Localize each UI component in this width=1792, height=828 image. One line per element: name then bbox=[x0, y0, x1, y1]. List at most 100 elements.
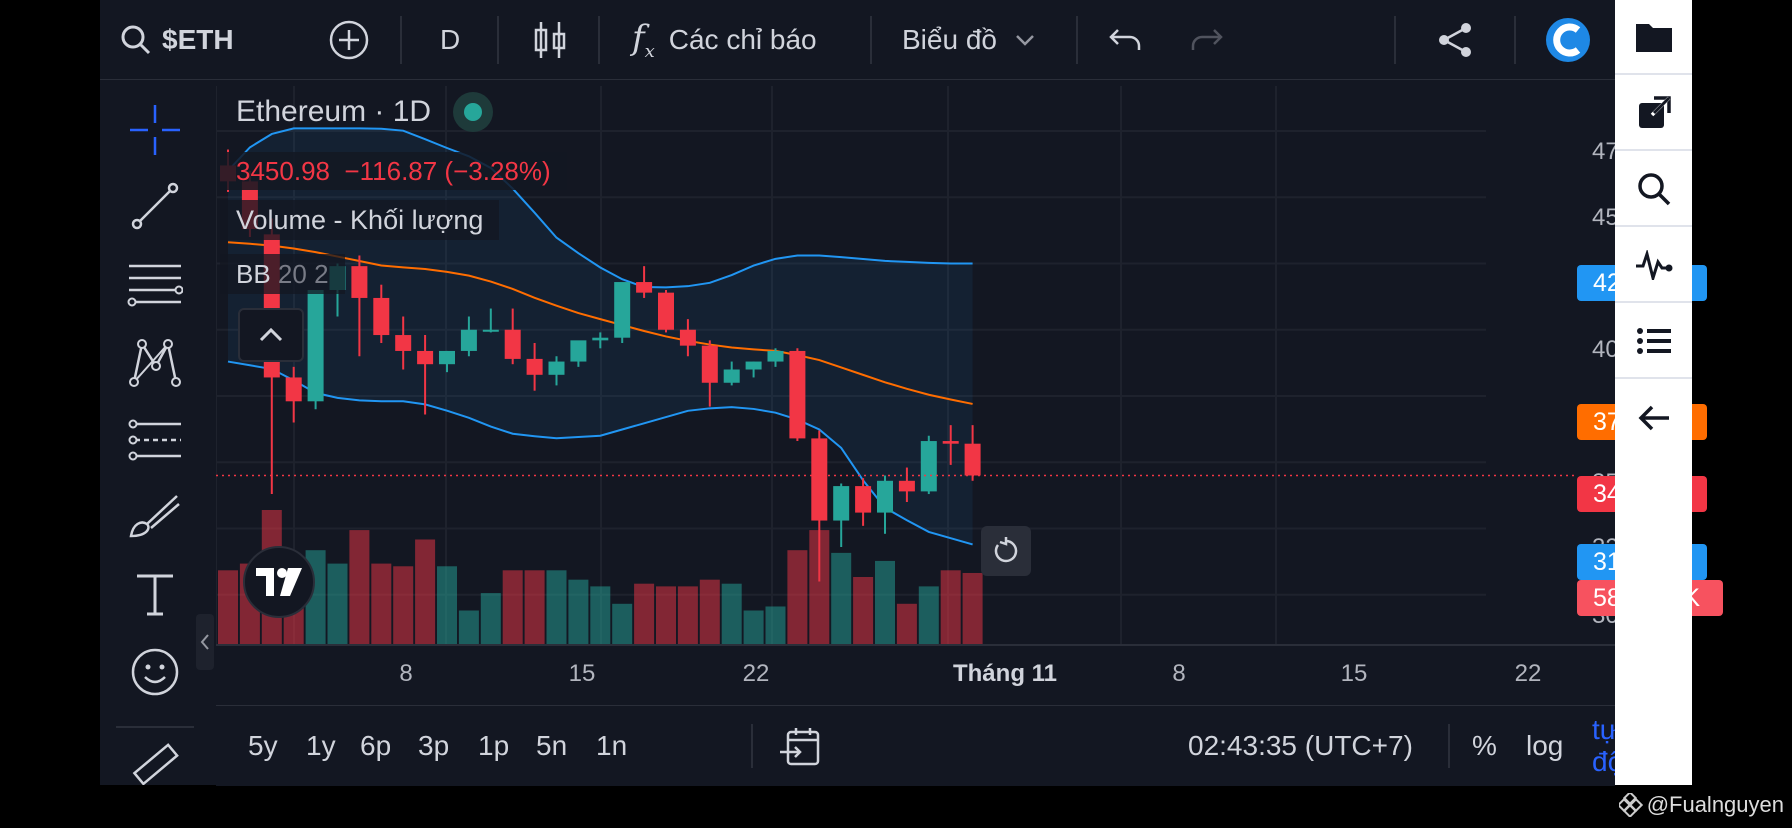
separator bbox=[497, 16, 499, 64]
volume-bar bbox=[218, 570, 238, 644]
candle-body bbox=[460, 329, 477, 351]
candle-body bbox=[964, 443, 981, 476]
separator bbox=[116, 726, 194, 728]
symbol-search[interactable]: $ETH bbox=[120, 0, 234, 80]
volume-bar bbox=[743, 610, 764, 644]
volume-bar bbox=[721, 583, 742, 644]
arrow-left-icon bbox=[1638, 405, 1669, 430]
drawing-toolbar bbox=[100, 80, 210, 785]
chevron-left-icon bbox=[200, 634, 209, 650]
reset-chart-button[interactable] bbox=[981, 526, 1031, 576]
range-5y-button[interactable]: 5y bbox=[248, 730, 278, 761]
chart-type-button[interactable] bbox=[532, 0, 568, 80]
range-1m-button[interactable]: 1p bbox=[478, 730, 510, 761]
pattern-icon bbox=[129, 339, 181, 387]
broker-logo[interactable] bbox=[1544, 0, 1592, 80]
search-button[interactable] bbox=[1615, 152, 1692, 227]
pattern-tool[interactable] bbox=[122, 332, 188, 392]
price-chart[interactable] bbox=[216, 86, 1615, 786]
separator bbox=[1076, 16, 1078, 64]
open-external-button[interactable] bbox=[1615, 76, 1692, 151]
crosshair-icon bbox=[130, 105, 180, 155]
volume-bar bbox=[546, 570, 567, 644]
share-button[interactable] bbox=[1436, 0, 1476, 80]
fib-channel-tool[interactable] bbox=[122, 254, 188, 314]
pulse-button[interactable] bbox=[1615, 228, 1692, 303]
collapse-legend-button[interactable] bbox=[238, 308, 304, 362]
candle-body bbox=[745, 361, 762, 370]
market-open-indicator[interactable] bbox=[453, 92, 494, 132]
legend-title[interactable]: Ethereum · 1D bbox=[236, 95, 432, 128]
volume-bar bbox=[940, 570, 961, 644]
candle-body bbox=[723, 369, 740, 383]
back-button[interactable] bbox=[1615, 380, 1692, 455]
status-dot bbox=[464, 103, 483, 121]
legend-bb-params: 20 2 bbox=[277, 259, 329, 289]
log-scale-button[interactable]: log bbox=[1526, 730, 1564, 761]
goto-date-button[interactable] bbox=[778, 706, 820, 786]
list-icon bbox=[1636, 327, 1671, 354]
chart-menu-button[interactable]: Biểu đồ bbox=[902, 0, 1035, 80]
volume-bar bbox=[962, 572, 983, 644]
range-3m-button[interactable]: 3p bbox=[418, 730, 450, 761]
indicators-button[interactable]: fx Các chỉ báo bbox=[632, 0, 817, 80]
candle-body bbox=[417, 350, 434, 365]
undo-button[interactable] bbox=[1108, 0, 1142, 80]
diamond-logo-icon bbox=[1618, 793, 1643, 817]
candle-body bbox=[285, 377, 302, 402]
interval-label: D bbox=[440, 24, 461, 55]
candle-body bbox=[833, 486, 850, 521]
volume-bar bbox=[831, 552, 852, 644]
bottom-toolbar: 5y 1y 6p 3p 1p 5n 1n 02:43:35 (UTC+7) % … bbox=[216, 705, 1654, 786]
percent-scale-button[interactable]: % bbox=[1472, 730, 1497, 761]
range-5d-button[interactable]: 5n bbox=[536, 730, 568, 761]
prediction-tool[interactable] bbox=[122, 410, 188, 470]
ruler-tool[interactable] bbox=[122, 740, 188, 785]
compare-add-button[interactable] bbox=[328, 0, 370, 80]
candle-body bbox=[526, 358, 543, 375]
text-tool[interactable] bbox=[122, 564, 188, 624]
candle-body bbox=[855, 486, 872, 513]
trendline-icon bbox=[131, 182, 179, 230]
bb-basis-line bbox=[227, 241, 973, 405]
range-1y-button[interactable]: 1y bbox=[306, 730, 336, 761]
candle-body bbox=[439, 350, 455, 365]
crosshair-tool[interactable] bbox=[122, 100, 188, 160]
broker-c-logo-icon bbox=[1546, 18, 1590, 62]
undo-icon bbox=[1109, 29, 1141, 50]
candle-body bbox=[811, 438, 828, 521]
time-axis-label: 22 bbox=[742, 660, 770, 687]
volume-bar bbox=[809, 530, 830, 644]
legend-bb[interactable]: BB 20 2 bbox=[220, 254, 345, 294]
trendline-tool[interactable] bbox=[122, 176, 188, 236]
tradingview-logo[interactable] bbox=[243, 546, 315, 618]
volume-bar bbox=[458, 610, 479, 644]
clock-timezone-button[interactable]: 02:43:35 (UTC+7) bbox=[1188, 730, 1413, 761]
volume-bar bbox=[765, 606, 786, 644]
function-icon: fx bbox=[632, 18, 655, 62]
folder-button[interactable] bbox=[1615, 0, 1692, 75]
collapse-toolbar-button[interactable] bbox=[196, 614, 214, 670]
calendar-goto-icon bbox=[780, 728, 820, 766]
volume-bar bbox=[918, 586, 939, 644]
list-button[interactable] bbox=[1615, 304, 1692, 379]
candle-body bbox=[767, 350, 784, 362]
range-1d-button[interactable]: 1n bbox=[596, 730, 628, 761]
time-axis-label: 22 bbox=[1514, 660, 1542, 687]
legend-volume[interactable]: Volume - Khối lượng bbox=[220, 200, 500, 240]
interval-button[interactable]: D bbox=[440, 0, 460, 80]
emoji-tool[interactable] bbox=[122, 642, 188, 702]
separator bbox=[598, 16, 600, 64]
time-axis-label: 8 bbox=[399, 660, 413, 687]
ruler-icon bbox=[132, 743, 179, 785]
time-axis-label: 15 bbox=[568, 660, 596, 687]
time-axis-border bbox=[216, 644, 1615, 646]
range-6m-button[interactable]: 6p bbox=[360, 730, 392, 761]
volume-bar bbox=[415, 539, 436, 644]
brush-tool[interactable] bbox=[122, 486, 188, 546]
redo-button[interactable] bbox=[1190, 0, 1224, 80]
time-axis-label: 8 bbox=[1172, 660, 1186, 687]
chart-area[interactable]: Ethereum · 1D 3450.98 −116.87 (−3.28%) V… bbox=[216, 86, 1723, 786]
chevron-up-icon bbox=[259, 327, 283, 342]
volume-bar bbox=[612, 603, 633, 644]
